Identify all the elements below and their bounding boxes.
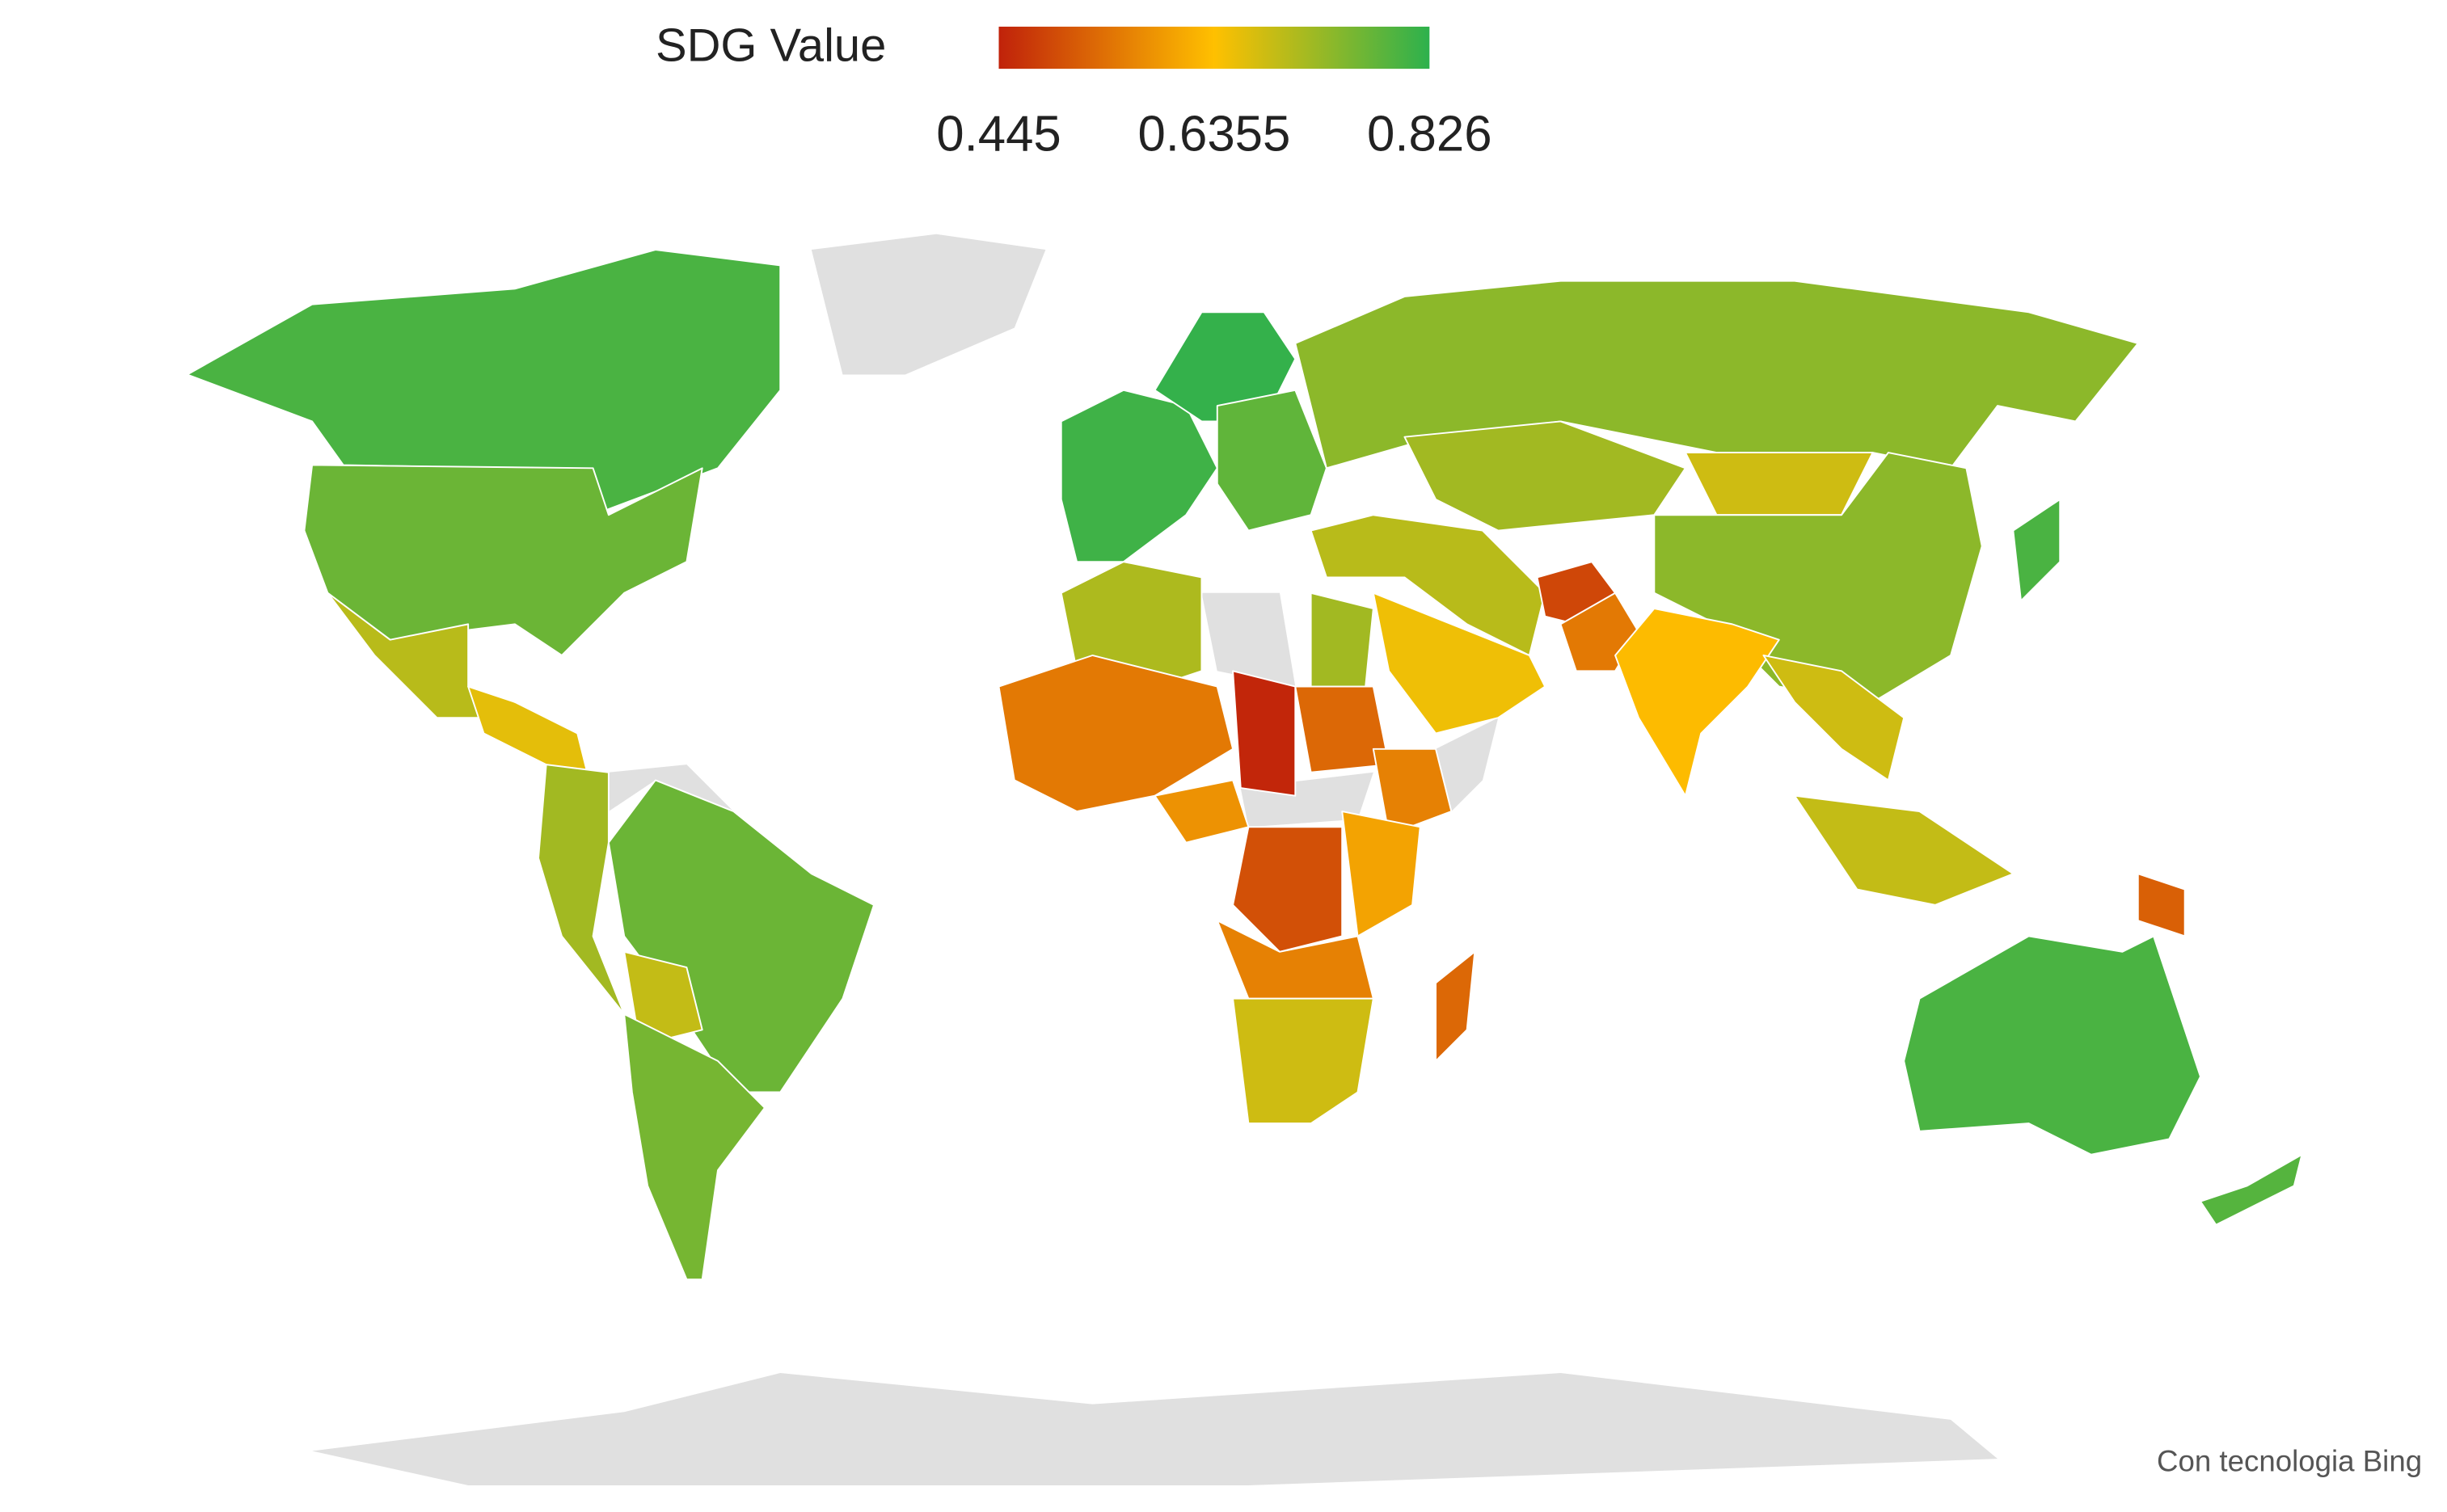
legend-title: SDG Value [656, 19, 886, 71]
country [2200, 1153, 2303, 1226]
country [1794, 794, 2015, 906]
country [1154, 311, 1297, 423]
colorbar-tick-label: 0.445 [936, 106, 1061, 162]
antarctica [312, 1373, 1998, 1486]
libya [1201, 592, 1296, 687]
country [2012, 498, 2061, 602]
colorbar-tick-label: 0.6355 [1137, 106, 1290, 162]
footer: Con tecnologia Bing [2157, 1445, 2422, 1478]
regions [186, 249, 2303, 1281]
country [1060, 389, 1218, 563]
country [303, 464, 703, 656]
horn [1436, 718, 1499, 812]
country [1372, 748, 1453, 836]
country [1232, 997, 1374, 1125]
country [1341, 811, 1421, 937]
country [1216, 389, 1327, 532]
country [1310, 592, 1374, 688]
colorbar [998, 26, 1430, 69]
country [1903, 935, 2201, 1156]
country [998, 655, 1234, 812]
country [1762, 655, 1905, 781]
country [1435, 950, 1476, 1062]
country [1232, 826, 1344, 953]
venezuela [608, 764, 734, 812]
country [623, 1013, 766, 1281]
country [1154, 779, 1250, 844]
country [1216, 920, 1374, 1000]
country [623, 950, 703, 1047]
country [2137, 873, 2186, 937]
colorbar-ticks: 0.445 0.6355 0.826 [936, 106, 1491, 162]
country [1232, 670, 1297, 797]
country [186, 249, 782, 516]
country [1372, 592, 1546, 735]
country [538, 764, 626, 1015]
greenland [811, 234, 1046, 375]
country [1684, 452, 1874, 516]
colorbar-tick-label: 0.826 [1367, 106, 1492, 162]
country [1614, 608, 1780, 797]
